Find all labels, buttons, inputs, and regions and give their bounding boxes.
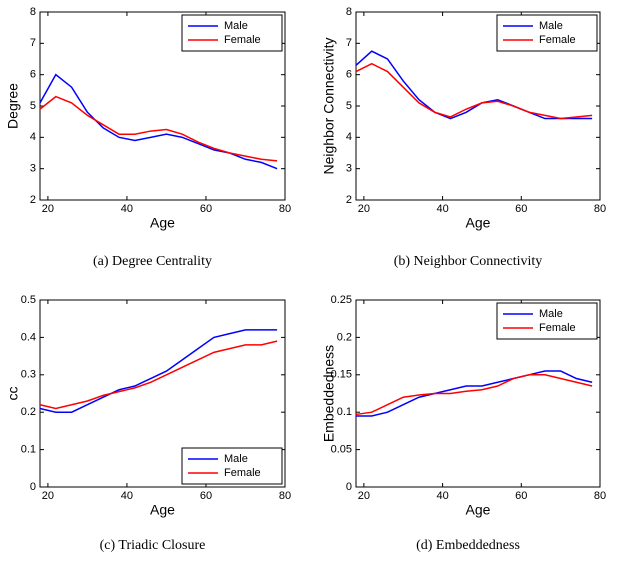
legend-label: Male <box>539 20 563 32</box>
x-tick-label: 80 <box>594 203 606 215</box>
y-tick-label: 0.5 <box>21 294 36 306</box>
x-tick-label: 80 <box>279 490 291 502</box>
y-tick-label: 0.25 <box>331 294 352 306</box>
legend-label: Male <box>224 20 248 32</box>
legend-box <box>496 302 598 340</box>
y-tick-label: 0.05 <box>331 444 352 456</box>
legend-label: Male <box>224 453 248 465</box>
caption: (d) Embeddedness <box>416 538 520 553</box>
legend-box <box>181 447 283 485</box>
y-tick-label: 6 <box>346 69 352 81</box>
x-tick-label: 60 <box>200 203 212 215</box>
legend-label: Female <box>224 34 261 46</box>
data-line <box>355 374 593 416</box>
y-tick-label: 4 <box>30 131 36 143</box>
y-tick-label: 7 <box>30 37 36 49</box>
y-tick-label: 2 <box>30 194 36 206</box>
y-tick-label: 5 <box>30 100 36 112</box>
y-tick-label: 2 <box>346 194 352 206</box>
y-tick-label: 0.2 <box>337 331 352 343</box>
caption: (a) Degree Centrality <box>93 254 212 269</box>
x-axis-label: Age <box>466 502 491 518</box>
data-line <box>39 329 278 413</box>
x-axis-label: Age <box>150 502 175 518</box>
x-tick-label: 80 <box>279 203 291 215</box>
y-tick-label: 0.3 <box>21 369 36 381</box>
legend-label: Male <box>539 308 563 320</box>
legend-label: Female <box>539 322 576 334</box>
y-tick-label: 3 <box>30 163 36 175</box>
y-tick-label: 6 <box>30 69 36 81</box>
y-tick-label: 5 <box>346 100 352 112</box>
y-axis-label: cc <box>5 387 21 401</box>
x-tick-label: 40 <box>436 203 448 215</box>
caption: (c) Triadic Closure <box>100 538 206 553</box>
y-tick-label: 0 <box>346 481 352 493</box>
x-tick-label: 60 <box>515 490 527 502</box>
y-tick-label: 0.1 <box>21 444 36 456</box>
legend-label: Female <box>539 34 576 46</box>
y-tick-label: 7 <box>346 37 352 49</box>
legend-box <box>496 14 598 52</box>
caption: (b) Neighbor Connectivity <box>394 254 543 269</box>
data-line <box>355 62 593 120</box>
x-tick-label: 20 <box>42 203 54 215</box>
y-tick-label: 3 <box>346 163 352 175</box>
data-line <box>39 95 278 162</box>
x-tick-label: 40 <box>436 490 448 502</box>
x-tick-label: 40 <box>121 203 133 215</box>
x-tick-label: 40 <box>121 490 133 502</box>
x-axis-label: Age <box>150 215 175 231</box>
x-tick-label: 60 <box>200 490 212 502</box>
y-tick-label: 8 <box>30 6 36 18</box>
y-axis-label: Degree <box>5 83 21 129</box>
y-tick-label: 0.1 <box>337 406 352 418</box>
y-tick-label: 8 <box>346 6 352 18</box>
data-line <box>355 50 593 120</box>
y-tick-label: 4 <box>346 131 352 143</box>
data-line <box>356 370 593 417</box>
x-tick-label: 20 <box>358 203 370 215</box>
y-tick-label: 0 <box>30 481 36 493</box>
x-axis-label: Age <box>466 215 491 231</box>
x-tick-label: 60 <box>515 203 527 215</box>
y-axis-label: Embeddedness <box>321 345 337 442</box>
x-tick-label: 20 <box>42 490 54 502</box>
legend-label: Female <box>224 467 261 479</box>
y-axis-label: Neighbor Connectivity <box>321 38 337 175</box>
y-tick-label: 0.4 <box>21 331 36 343</box>
y-tick-label: 0.15 <box>331 369 352 381</box>
x-tick-label: 80 <box>594 490 606 502</box>
data-line <box>39 73 278 170</box>
y-tick-label: 0.2 <box>21 406 36 418</box>
data-line <box>39 340 278 410</box>
x-tick-label: 20 <box>358 490 370 502</box>
legend-box <box>181 14 283 52</box>
